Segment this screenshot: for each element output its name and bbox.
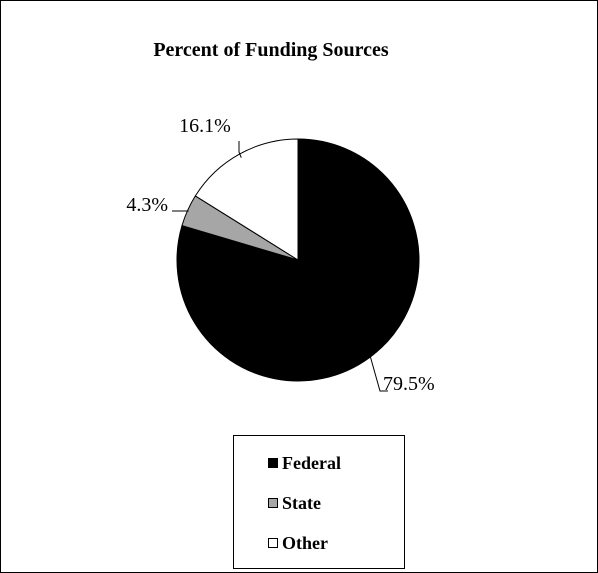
- legend-label-other: Other: [282, 532, 328, 553]
- pie-slice-other: [194, 138, 299, 261]
- data-label-state: 4.3%: [126, 194, 168, 216]
- legend-swatch-other: [268, 538, 278, 548]
- leader-line-other: [238, 141, 242, 158]
- legend-item-state: State: [268, 492, 321, 514]
- legend-label-federal: Federal: [282, 452, 341, 473]
- legend-label-state: State: [282, 492, 321, 513]
- legend: Federal State Other: [233, 435, 405, 569]
- legend-swatch-state: [268, 498, 278, 508]
- legend-item-other: Other: [268, 532, 328, 554]
- pie-slice-federal: [176, 138, 420, 382]
- leader-line-federal: [369, 356, 388, 392]
- legend-swatch-federal: [268, 458, 278, 468]
- chart-title: Percent of Funding Sources: [153, 39, 389, 61]
- data-label-federal: 79.5%: [383, 373, 435, 395]
- data-label-other: 16.1%: [179, 115, 231, 137]
- legend-item-federal: Federal: [268, 452, 341, 474]
- leader-line-state: [172, 210, 189, 212]
- pie-chart: 79.5% 4.3% 16.1%: [126, 115, 435, 395]
